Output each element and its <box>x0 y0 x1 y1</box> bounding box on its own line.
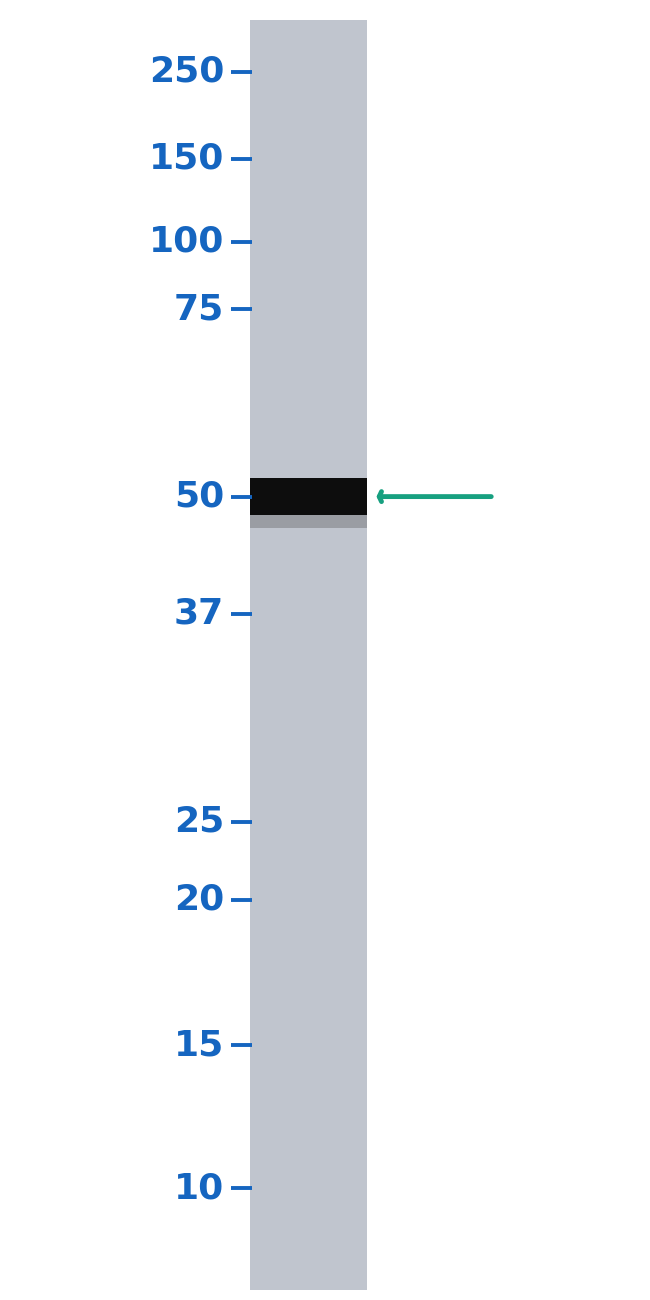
Bar <box>250 20 367 1290</box>
Bar <box>250 478 367 515</box>
Text: 150: 150 <box>149 142 224 176</box>
Text: 10: 10 <box>174 1171 224 1205</box>
Text: 37: 37 <box>174 597 224 630</box>
Text: 50: 50 <box>174 480 224 514</box>
Text: 25: 25 <box>174 805 224 839</box>
Text: 15: 15 <box>174 1028 224 1062</box>
Bar <box>250 515 367 528</box>
Text: 75: 75 <box>174 292 224 326</box>
Text: 100: 100 <box>149 225 224 259</box>
Text: 250: 250 <box>149 55 224 88</box>
Text: 20: 20 <box>174 883 224 916</box>
